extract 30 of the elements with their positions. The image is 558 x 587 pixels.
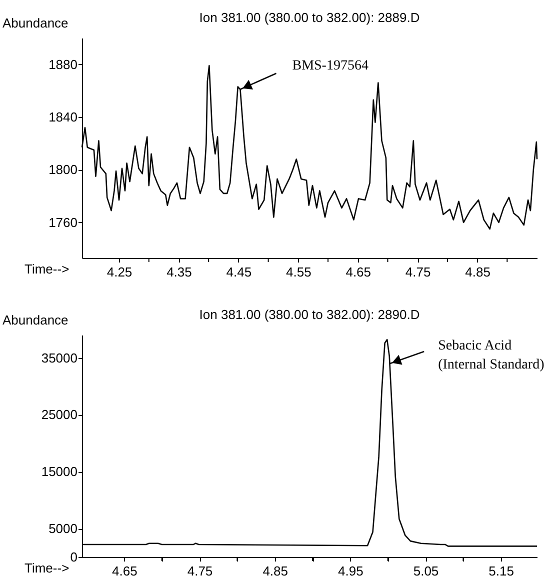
x-tick-label: 4.25 [106, 264, 132, 280]
x-tick-label: 5.05 [413, 564, 439, 578]
y-tick-label: 15000 [41, 464, 78, 480]
x-tick-label: 4.75 [405, 264, 431, 280]
y-axis-title: Abundance [2, 16, 68, 30]
y-axis-title: Abundance [2, 312, 68, 328]
x-tick-label: 4.85 [262, 564, 288, 578]
y-tick-label: 1840 [48, 110, 78, 125]
annotation: Sebacic Acid (Internal Standard) [438, 338, 545, 372]
x-tick-label: 4.65 [346, 264, 372, 280]
x-axis-title: Time--> [24, 560, 70, 576]
chart-title: Ion 381.00 (380.00 to 382.00): 2890.D [199, 307, 420, 322]
x-tick-label: 4.45 [226, 264, 252, 280]
x-tick-label: 4.35 [166, 264, 192, 280]
x-tick-label: 4.65 [112, 564, 138, 578]
y-tick-label: 1800 [48, 162, 78, 178]
chart-title: Ion 381.00 (380.00 to 382.00): 2889.D [199, 10, 420, 25]
x-tick-label: 4.85 [465, 264, 490, 280]
y-tick-label: 1760 [48, 214, 78, 230]
y-tick-label: 25000 [41, 407, 78, 422]
y-tick-label: 35000 [41, 350, 78, 366]
y-tick-label: 5000 [48, 521, 78, 536]
x-tick-label: 4.95 [338, 564, 364, 578]
x-tick-label: 5.15 [488, 564, 514, 578]
annotation: BMS-197564 [292, 58, 368, 74]
x-axis-title: Time--> [24, 262, 70, 276]
x-tick-label: 4.75 [187, 564, 213, 578]
y-tick-label: 1880 [48, 56, 78, 72]
y-tick-label: 0 [70, 550, 78, 564]
x-tick-label: 4.55 [286, 264, 312, 280]
